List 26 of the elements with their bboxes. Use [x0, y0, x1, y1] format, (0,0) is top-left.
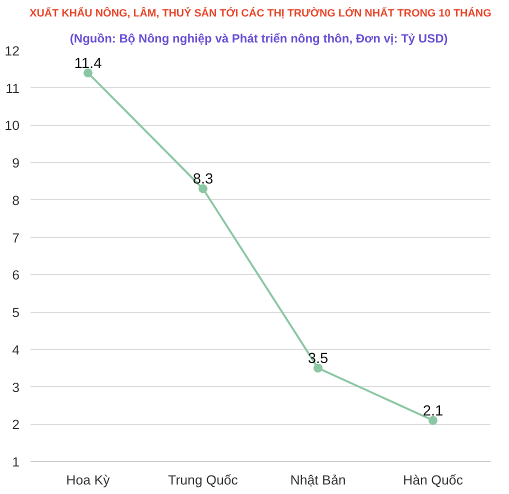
x-tick-label: Nhật Bản	[290, 472, 346, 488]
point	[198, 184, 208, 194]
point	[84, 68, 92, 78]
data-label: 8.3	[192, 172, 214, 188]
y-tick-label: 10	[4, 118, 20, 134]
y-tick-label: 2	[12, 417, 20, 432]
chart-title: XUẤT KHẨU NÔNG, LÂM, THUỶ SẢN TỚI CÁC THỊ TRƯỜNG LỚN NHẤT TRONG 10 THÁNG	[30, 6, 492, 20]
x-tick-label: Hoa Kỳ	[66, 472, 110, 488]
data-label: 3.5	[308, 351, 328, 368]
x-tick-label: Trung Quốc	[168, 472, 238, 488]
data-label: 11.4	[74, 56, 102, 72]
point	[428, 416, 438, 425]
y-tick-label: 3	[12, 380, 20, 395]
x-tick-label: Hàn Quốc	[402, 472, 464, 488]
chart-subtitle: (Nguồn: Bộ Nông nghiệp và Phát triển nông thôn, Đơn vị: Tỷ USD)	[70, 32, 448, 46]
y-tick-label: 7	[12, 230, 20, 246]
y-tick-label: 12	[4, 44, 20, 58]
y-tick-label: 9	[12, 156, 20, 171]
y-tick-label: 11	[6, 80, 20, 96]
y-tick-label: 5	[12, 305, 20, 320]
y-tick-label: 1	[12, 454, 20, 470]
point	[314, 364, 322, 373]
data-label: 2.1	[422, 403, 444, 420]
y-tick-label: 8	[12, 192, 20, 208]
y-tick-label: 4	[12, 342, 20, 358]
y-tick-label: 6	[12, 268, 20, 283]
